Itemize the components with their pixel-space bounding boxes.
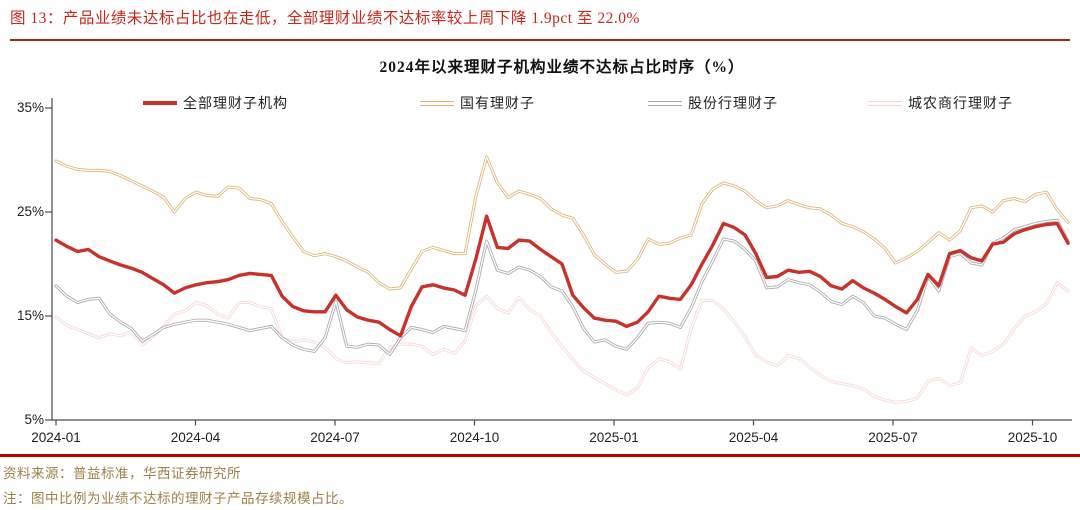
x-tick-label: 2025-10 [1007,430,1058,445]
series-line-2 [54,218,1070,356]
x-tick-label: 2024-01 [31,430,81,445]
legend-item-joint-stock: 股份行理财子 [648,95,778,112]
x-tick-label: 2024-04 [170,430,221,445]
x-tick-label: 2025-04 [728,430,779,445]
x-tick-label: 2025-07 [868,430,918,445]
legend-item-rural-commercial: 城农商行理财子 [868,95,1013,112]
legend-line-rural-commercial-icon [868,100,902,106]
legend-label-joint-stock: 股份行理财子 [688,97,778,112]
series-line-core-3 [55,282,1069,403]
series-line-core-1 [55,156,1069,290]
y-tick-label: 25% [16,204,44,219]
legend-label-rural-commercial: 城农商行理财子 [908,97,1013,112]
figure-caption: 图 13：产品业绩未达标占比也在走低，全部理财业绩不达标率较上周下降 1.9pc… [10,10,640,27]
legend-label-state-owned: 国有理财子 [460,97,535,112]
x-tick-label: 2025-01 [589,430,639,445]
source-text: 资料来源：普益标准，华西证券研究所 [3,466,241,481]
legend-item-state-owned: 国有理财子 [420,95,535,112]
note-text: 注：图中比例为业绩不达标的理财子产品存续规模占比。 [3,491,353,506]
series-line-core-2 [55,219,1069,356]
series-line-0 [54,214,1070,338]
y-tick-label: 5% [24,412,44,427]
legend-line-all-icon [143,101,177,105]
legend-label-all: 全部理财子机构 [183,97,288,112]
x-tick-label: 2024-07 [310,430,360,445]
chart-title: 2024年以来理财子机构业绩不达标占比时序（%） [379,59,745,76]
legend-line-state-owned-icon [420,100,454,106]
x-tick-label: 2024-10 [449,430,500,445]
legend-item-all: 全部理财子机构 [143,95,288,112]
footer-divider [0,454,1080,457]
y-tick-label: 35% [16,100,44,115]
line-chart [45,98,1072,426]
legend-line-joint-stock-icon [648,100,682,106]
y-tick-label: 15% [16,308,44,323]
header-divider [10,39,1070,41]
